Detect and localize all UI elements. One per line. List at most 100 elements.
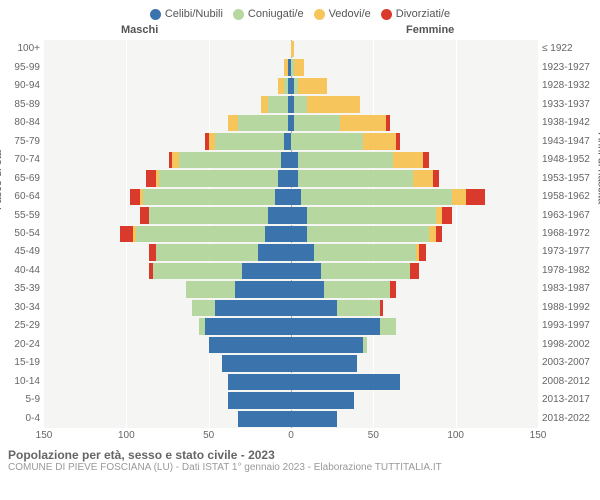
pyramid-row — [44, 189, 538, 205]
legend-item: Coniugati/e — [233, 8, 304, 20]
age-tick: 90-94 — [14, 81, 40, 91]
legend-swatch — [381, 9, 392, 20]
bar-segment — [436, 226, 443, 242]
legend-swatch — [150, 9, 161, 20]
birth-year-tick: 1978-1982 — [542, 266, 590, 276]
chart-footer: Popolazione per età, sesso e stato civil… — [6, 448, 594, 473]
plot-area: Fasce di età 100+95-9990-9485-8980-8475-… — [6, 40, 594, 428]
male-bar — [44, 355, 291, 371]
female-bar — [291, 189, 538, 205]
age-tick: 10-14 — [14, 377, 40, 387]
bar-segment — [278, 78, 285, 94]
pyramid-row — [44, 133, 538, 149]
legend-label: Divorziati/e — [396, 8, 450, 20]
age-tick: 65-69 — [14, 174, 40, 184]
bar-segment — [380, 318, 396, 334]
birth-year-tick: 1928-1932 — [542, 81, 590, 91]
bar-segment — [419, 244, 426, 260]
birth-year-tick: 1993-1997 — [542, 321, 590, 331]
bar-segment — [228, 115, 238, 131]
birth-year-tick: 1958-1962 — [542, 192, 590, 202]
bar-segment — [149, 244, 156, 260]
birth-year-tick: 1953-1957 — [542, 174, 590, 184]
pyramid-row — [44, 392, 538, 408]
legend-label: Coniugati/e — [248, 8, 304, 20]
male-bar — [44, 96, 291, 112]
male-bar — [44, 411, 291, 427]
bar-segment — [307, 226, 429, 242]
pyramid-row — [44, 374, 538, 390]
male-bar — [44, 59, 291, 75]
female-bar — [291, 244, 538, 260]
age-tick: 40-44 — [14, 266, 40, 276]
bar-segment — [291, 189, 301, 205]
bar-segment — [281, 152, 291, 168]
bar-segment — [291, 207, 307, 223]
bar-segment — [291, 41, 294, 57]
pyramid-row — [44, 355, 538, 371]
bar-segment — [209, 133, 216, 149]
birth-year-tick: 1938-1942 — [542, 118, 590, 128]
bar-segment — [386, 115, 389, 131]
pyramid-row — [44, 300, 538, 316]
male-bar — [44, 244, 291, 260]
male-bar — [44, 152, 291, 168]
male-bar — [44, 263, 291, 279]
bar-segment — [209, 337, 291, 353]
female-bar — [291, 318, 538, 334]
bar-segment — [314, 244, 416, 260]
bar-segment — [242, 263, 291, 279]
bar-segment — [298, 78, 328, 94]
age-tick: 15-19 — [14, 358, 40, 368]
bar-segment — [396, 133, 399, 149]
bar-segment — [172, 152, 179, 168]
bar-segment — [291, 226, 307, 242]
age-tick: 25-29 — [14, 321, 40, 331]
bar-segment — [291, 170, 298, 186]
bar-segment — [410, 263, 420, 279]
female-bar — [291, 226, 538, 242]
female-bar — [291, 207, 538, 223]
pyramid-row — [44, 115, 538, 131]
bar-segment — [298, 152, 394, 168]
bar-segment — [238, 411, 291, 427]
bar-segment — [261, 96, 268, 112]
pyramid-row — [44, 96, 538, 112]
male-bar — [44, 41, 291, 57]
bar-segment — [291, 392, 354, 408]
male-bar — [44, 207, 291, 223]
female-bar — [291, 281, 538, 297]
gender-labels: Maschi Femmine ≤ 1922 — [6, 24, 594, 40]
birth-year-tick: ≤ 1922 — [542, 44, 573, 54]
pyramid-row — [44, 281, 538, 297]
birth-year-tick: 1998-2002 — [542, 340, 590, 350]
age-tick: 75-79 — [14, 137, 40, 147]
bar-segment — [363, 133, 396, 149]
x-tick: 50 — [368, 430, 379, 441]
bar-segment — [442, 207, 452, 223]
bar-segment — [120, 226, 133, 242]
bar-segment — [130, 189, 140, 205]
male-bar — [44, 374, 291, 390]
x-axis: 15010050050100150 — [44, 428, 538, 444]
birth-year-tick: 1988-1992 — [542, 303, 590, 313]
bar-segment — [136, 226, 264, 242]
female-bar — [291, 133, 538, 149]
legend: Celibi/NubiliConiugati/eVedovi/eDivorzia… — [6, 8, 594, 20]
bar-segment — [433, 170, 440, 186]
bar-segment — [291, 337, 363, 353]
x-tick: 100 — [447, 430, 464, 441]
female-bar — [291, 411, 538, 427]
bar-segment — [291, 355, 357, 371]
birth-year-tick: 2018-2022 — [542, 414, 590, 424]
female-bar — [291, 41, 538, 57]
bar-segment — [186, 281, 235, 297]
pyramid-row — [44, 244, 538, 260]
bar-segment — [228, 374, 291, 390]
pyramid-row — [44, 263, 538, 279]
male-bar — [44, 189, 291, 205]
legend-label: Vedovi/e — [329, 8, 371, 20]
female-bar — [291, 96, 538, 112]
birth-year-tick: 1948-1952 — [542, 155, 590, 165]
male-bar — [44, 300, 291, 316]
